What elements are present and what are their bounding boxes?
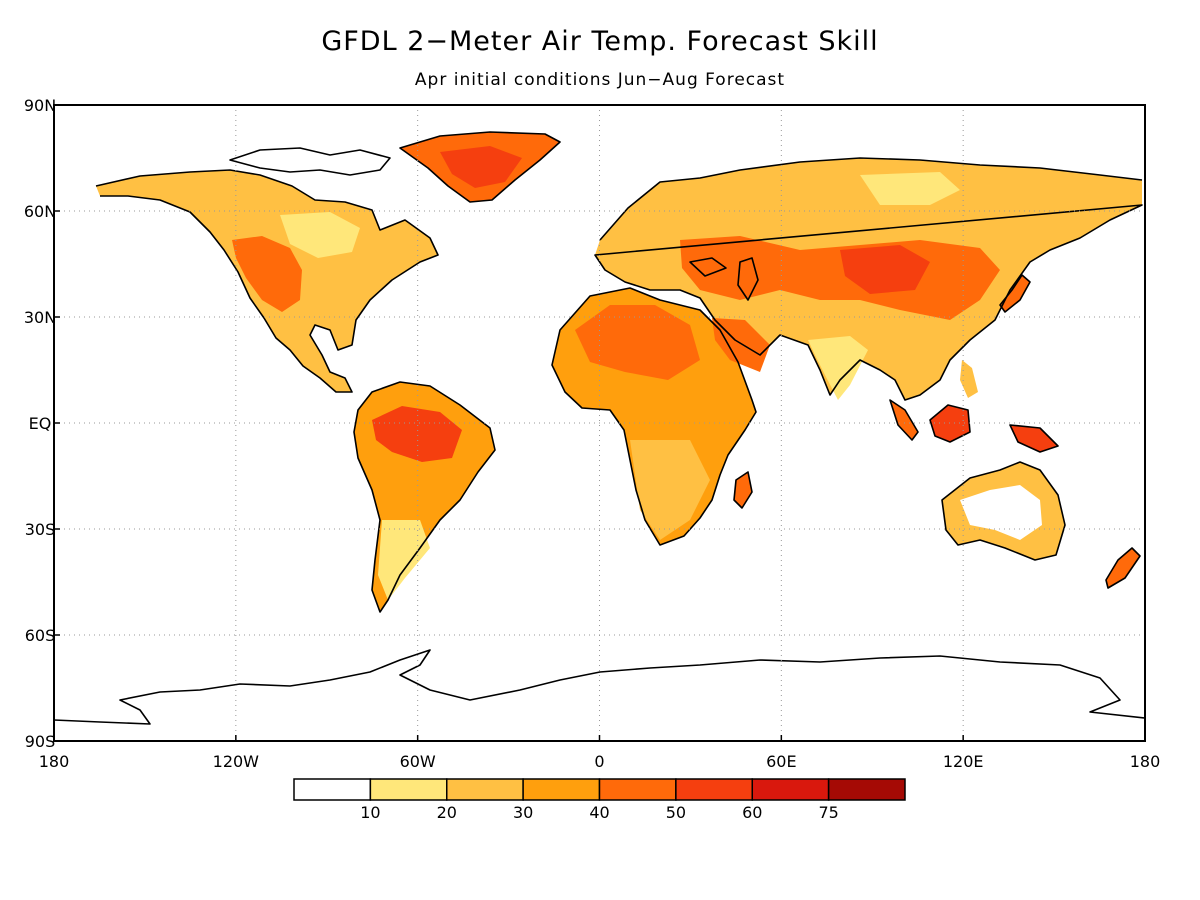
japan-skill xyxy=(1000,275,1030,312)
colorbar-bin xyxy=(827,778,906,801)
colorbar-label: 30 xyxy=(513,803,533,822)
amazon-high-skill xyxy=(372,406,462,462)
lat-tick-label: 30S xyxy=(25,520,56,539)
australia-interior-low xyxy=(960,485,1042,540)
latitude-axis: 90N 60N 30N EQ 30S 60S 90S xyxy=(24,96,60,751)
south-america-south-low xyxy=(378,520,430,600)
coastline-layer xyxy=(54,131,1145,725)
colorbar-bin xyxy=(446,778,524,801)
new-guinea-skill xyxy=(1010,425,1058,452)
map-title: GFDL 2−Meter Air Temp. Forecast Skill xyxy=(321,26,879,57)
lat-tick-label: 90S xyxy=(25,732,56,751)
caspian-sea-coastline xyxy=(737,257,759,301)
antarctica-coastline xyxy=(54,649,1145,725)
lat-tick-label: 30N xyxy=(24,308,56,327)
longitude-axis: 180 120W 60W 0 60E 120E 180 xyxy=(39,735,1161,771)
lon-tick-label: 120W xyxy=(213,752,260,771)
lat-tick-label: 90N xyxy=(24,96,56,115)
sahara-high-skill xyxy=(575,305,700,380)
colorbar-bin xyxy=(293,778,372,801)
south-america-coastline xyxy=(353,381,496,613)
new-zealand-skill xyxy=(1106,548,1140,588)
lat-tick-label: 60N xyxy=(24,202,56,221)
japan-coastline xyxy=(999,274,1031,313)
lon-tick-label: 120E xyxy=(943,752,984,771)
skill-shading-layer xyxy=(96,132,1142,612)
lon-tick-label: 180 xyxy=(39,752,70,771)
madagascar-coastline xyxy=(733,471,753,509)
colorbar-label: 10 xyxy=(360,803,380,822)
new-zealand-coastline xyxy=(1105,547,1141,589)
colorbar: 10 20 30 40 50 60 75 xyxy=(293,778,906,822)
india-skill xyxy=(808,336,868,400)
arctic-islands-coastline xyxy=(229,147,391,176)
colorbar-bin xyxy=(522,778,601,801)
greenland-coastline xyxy=(399,131,561,203)
colorbar-label: 50 xyxy=(666,803,686,822)
north-america-low-skill xyxy=(280,212,360,258)
asia-peak-skill xyxy=(840,245,930,294)
greenland-core xyxy=(440,146,522,188)
colorbar-label: 60 xyxy=(742,803,762,822)
borneo-coastline xyxy=(929,404,971,443)
lon-tick-label: 60W xyxy=(400,752,436,771)
siberia-low-skill xyxy=(860,172,960,205)
lon-tick-label: 0 xyxy=(594,752,604,771)
colorbar-bin xyxy=(675,778,753,801)
africa-south-mid xyxy=(630,440,710,540)
colorbar-bin xyxy=(369,778,448,801)
lat-tick-label: EQ xyxy=(29,414,52,433)
eurasia-coastline xyxy=(594,157,1143,401)
philippines-skill xyxy=(960,360,978,398)
black-sea-coastline xyxy=(689,257,727,277)
colorbar-label: 75 xyxy=(818,803,838,822)
sumatra-skill xyxy=(890,400,918,440)
sumatra-coastline xyxy=(889,399,919,441)
north-america-high-skill xyxy=(232,236,302,312)
gridlines xyxy=(54,105,1145,741)
africa-coastline xyxy=(551,287,757,546)
map-subtitle: Apr initial conditions Jun−Aug Forecast xyxy=(414,70,786,90)
colorbar-bin xyxy=(751,778,830,801)
north-america-coastline xyxy=(95,169,439,393)
lat-tick-label: 60S xyxy=(25,626,56,645)
lon-tick-label: 60E xyxy=(766,752,796,771)
new-guinea-coastline xyxy=(1009,424,1059,453)
colorbar-label: 20 xyxy=(437,803,457,822)
australia-coastline xyxy=(941,461,1066,561)
colorbar-label: 40 xyxy=(589,803,609,822)
lon-tick-label: 180 xyxy=(1130,752,1161,771)
colorbar-bin xyxy=(598,778,677,801)
